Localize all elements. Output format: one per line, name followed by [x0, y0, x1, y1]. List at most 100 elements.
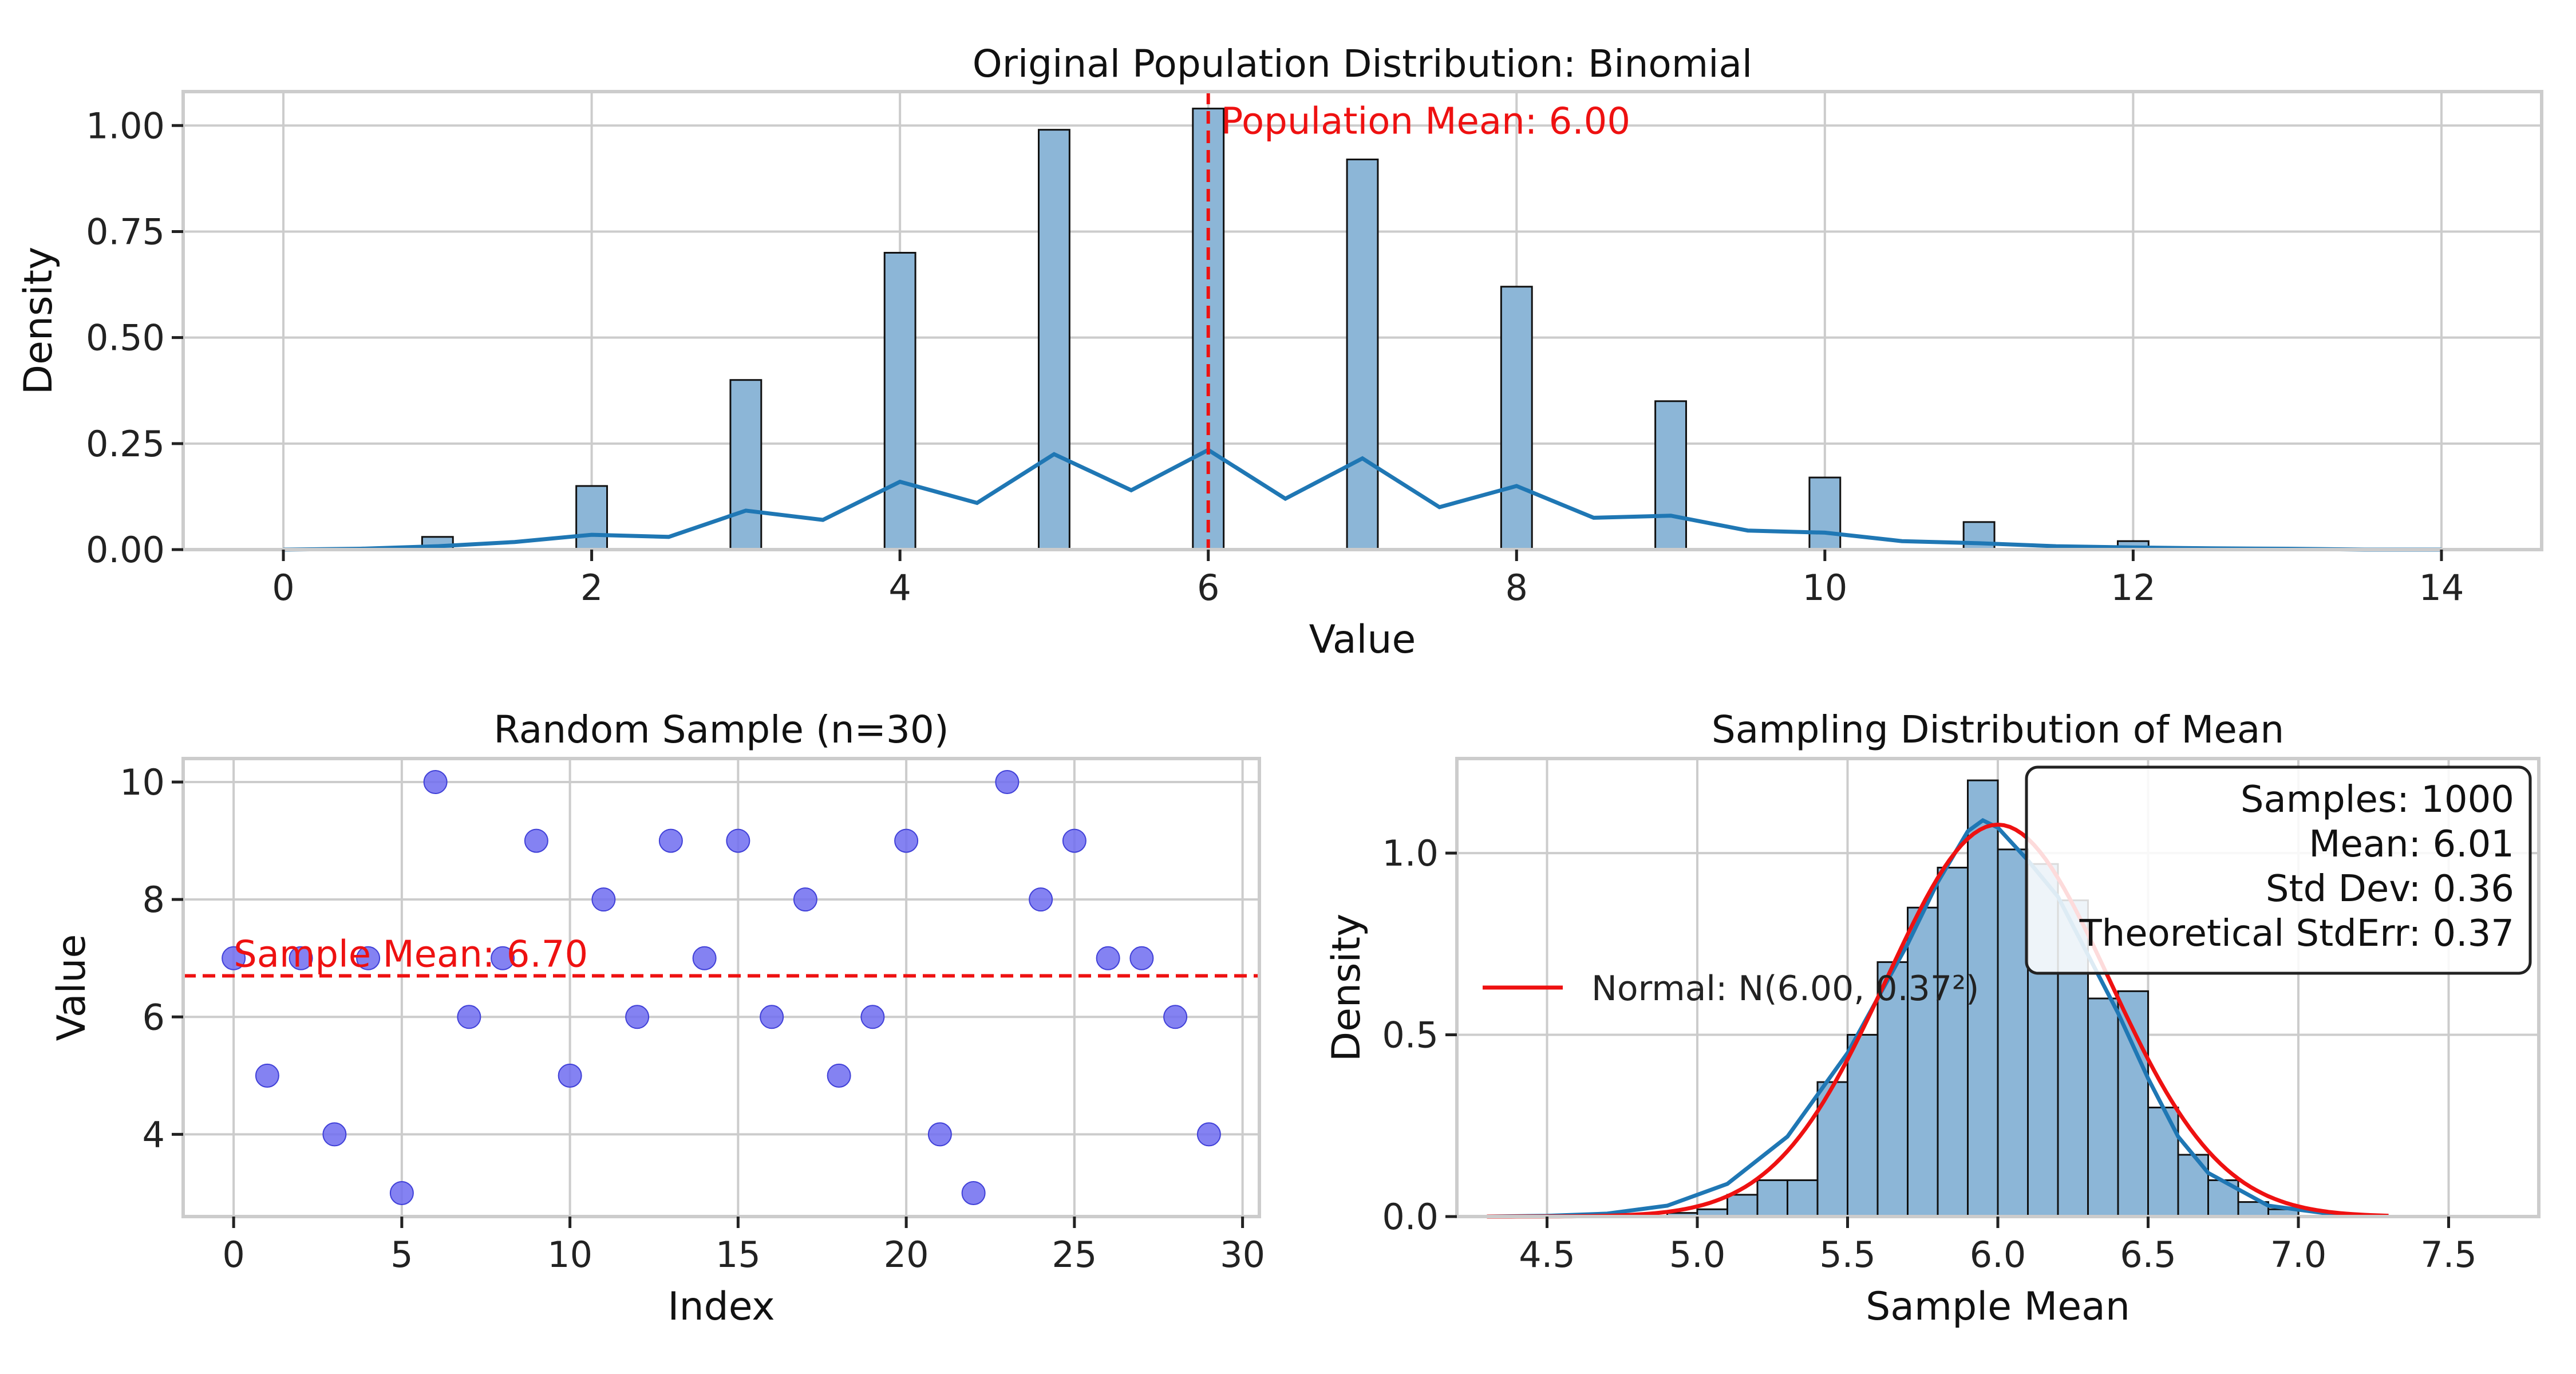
y-tick-label: 0.00	[86, 529, 165, 571]
y-tick-label: 0.0	[1382, 1196, 1439, 1238]
sample-point	[1129, 946, 1154, 970]
histogram-bar	[883, 251, 916, 551]
sample-y-axis-label: Value	[49, 934, 94, 1041]
y-tick-label: 0.50	[86, 317, 165, 359]
sample-point	[491, 946, 515, 970]
x-tick-label: 5.5	[1819, 1234, 1876, 1276]
histogram-bar	[1808, 476, 1842, 551]
y-tick-label: 6	[143, 996, 165, 1038]
histogram-bar	[1038, 129, 1070, 551]
histogram-bar	[2087, 997, 2119, 1218]
population-x-axis-label: Value	[1309, 617, 1416, 662]
sample-point	[995, 770, 1020, 795]
y-tick-label: 0.25	[86, 423, 165, 465]
stats-theoretical-stderr: Theoretical StdErr: 0.37	[2079, 913, 2514, 955]
sample-x-axis-label: Index	[667, 1284, 775, 1329]
population-y-ticks: 0.00 0.25 0.50 0.75 1.00	[86, 105, 183, 571]
sample-point	[423, 770, 448, 795]
x-tick-label: 10	[547, 1234, 592, 1276]
histogram-bar	[1756, 1179, 1788, 1218]
x-tick-label: 12	[2111, 567, 2156, 609]
sampling-y-ticks: 0.0 0.5 1.0	[1382, 832, 1457, 1238]
sample-grid	[183, 759, 1259, 1217]
sample-y-ticks: 4 6 8 10	[120, 761, 183, 1155]
sampling-x-axis-label: Sample Mean	[1866, 1284, 2130, 1329]
sample-mean-label: Sample Mean: 6.70	[234, 933, 588, 976]
x-tick-label: 0	[222, 1234, 244, 1276]
histogram-bar	[575, 485, 609, 551]
population-kde-line	[283, 447, 2441, 552]
y-tick-label: 1.0	[1382, 832, 1439, 874]
y-tick-label: 8	[143, 879, 165, 921]
sample-point	[222, 946, 246, 970]
stats-box: Samples: 1000 Mean: 6.01 Std Dev: 0.36 T…	[2025, 765, 2532, 975]
y-tick-label: 0.5	[1382, 1014, 1439, 1056]
population-histogram-bars	[421, 108, 2304, 551]
x-tick-label: 8	[1506, 567, 1528, 609]
sample-point	[927, 1122, 952, 1147]
x-tick-label: 4.5	[1519, 1234, 1575, 1276]
sampling-y-axis-label: Density	[1324, 914, 1369, 1062]
sample-point	[1163, 1005, 1188, 1029]
x-tick-label: 2	[580, 567, 603, 609]
histogram-bar	[1500, 286, 1533, 551]
x-tick-label: 7.5	[2420, 1234, 2477, 1276]
population-x-ticks: 0 2 4 6 8 10 12 14	[272, 550, 2464, 609]
population-distribution-panel: Population Mean: 6.00 0 2 4 6 8 10 12 14 0.000.…	[16, 42, 2543, 662]
sample-point	[1196, 1122, 1221, 1147]
histogram-bar	[1967, 779, 1999, 1218]
y-tick-label: 1.00	[86, 105, 165, 147]
histogram-bar	[1346, 159, 1379, 551]
sample-point	[692, 946, 717, 970]
stats-mean: Mean: 6.01	[2309, 823, 2514, 866]
sample-point	[1096, 946, 1120, 970]
x-tick-label: 6	[1197, 567, 1219, 609]
sample-point	[558, 1063, 582, 1088]
sample-points	[222, 770, 1221, 1205]
sample-point	[860, 1005, 885, 1029]
sample-point	[726, 828, 750, 853]
x-tick-label: 6.0	[1970, 1234, 2026, 1276]
x-tick-label: 20	[884, 1234, 929, 1276]
sample-point	[524, 828, 548, 853]
stats-box-background	[2025, 765, 2532, 975]
sample-point	[389, 1180, 414, 1205]
x-tick-label: 6.5	[2120, 1234, 2176, 1276]
histogram-bar	[1787, 1179, 1819, 1218]
sample-point	[894, 828, 919, 853]
x-tick-label: 14	[2419, 567, 2464, 609]
x-tick-label: 5	[390, 1234, 413, 1276]
sample-x-ticks: 0 5 10 15 20 25 30	[222, 1217, 1265, 1276]
histogram-bar	[1654, 400, 1687, 551]
histogram-bar	[1847, 1034, 1879, 1218]
sample-point	[322, 1122, 347, 1147]
random-sample-panel: Sample Mean: 6.70 0 5 10 15 20 25 30 4 6 8 10 Ran…	[49, 708, 1265, 1329]
sample-point	[1062, 828, 1086, 853]
sampling-title: Sampling Distribution of Mean	[1712, 708, 2284, 752]
sample-point	[457, 1005, 481, 1029]
histogram-bar	[1726, 1194, 1759, 1218]
sample-point	[356, 946, 381, 970]
y-tick-label: 10	[120, 761, 165, 803]
sample-title: Random Sample (n=30)	[493, 708, 949, 752]
sampling-x-ticks: 4.5 5.0 5.5 6.0 6.5 7.0 7.5	[1519, 1217, 2477, 1276]
population-mean-label: Population Mean: 6.00	[1221, 100, 1630, 143]
sample-point	[289, 946, 313, 970]
sample-point	[658, 828, 683, 853]
x-tick-label: 25	[1052, 1234, 1097, 1276]
normal-legend: Normal: N(6.00, 0.37²)	[1483, 969, 1979, 1009]
y-tick-label: 0.75	[86, 211, 165, 252]
sample-point	[255, 1063, 279, 1088]
stats-samples: Samples: 1000	[2241, 779, 2514, 821]
y-tick-label: 4	[143, 1114, 165, 1155]
x-tick-label: 7.0	[2270, 1234, 2327, 1276]
x-tick-label: 30	[1220, 1234, 1265, 1276]
sampling-distribution-panel: Normal: N(6.00, 0.37²) Samples: 1000 Mea…	[1324, 708, 2541, 1329]
x-tick-label: 10	[1802, 567, 1847, 609]
sample-point	[1029, 887, 1053, 912]
histogram-bar	[2177, 1154, 2209, 1218]
stats-std-dev: Std Dev: 0.36	[2266, 868, 2514, 910]
sample-point	[625, 1005, 650, 1029]
x-tick-label: 4	[888, 567, 911, 609]
